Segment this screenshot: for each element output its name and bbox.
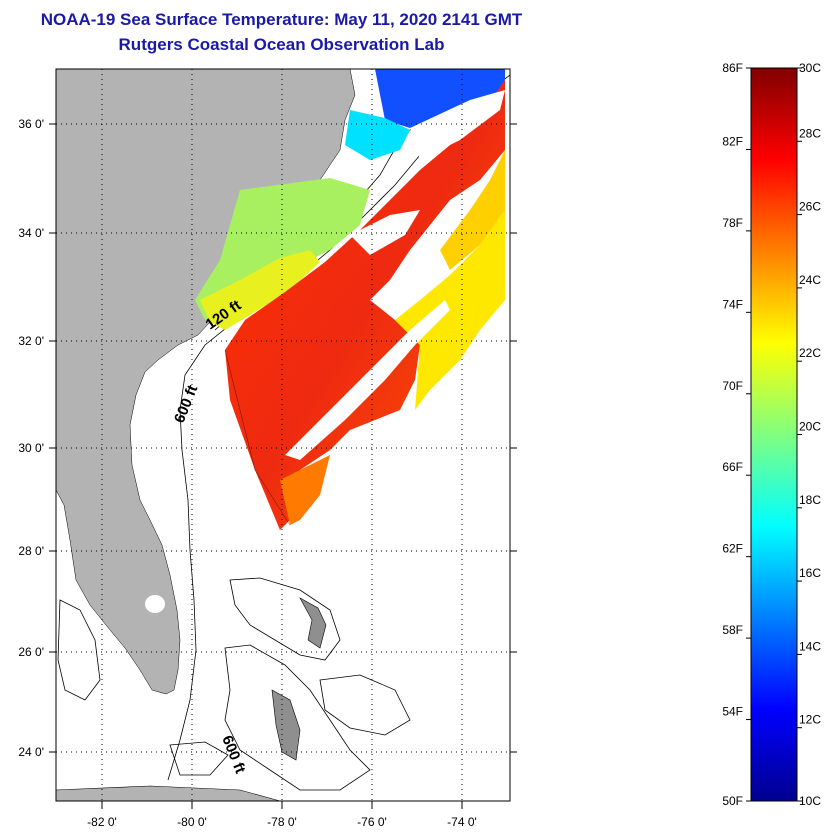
map-ticks xyxy=(49,123,517,809)
lat-tick-label: 30 0' xyxy=(18,441,44,455)
colorbar-label-fahrenheit: 62F xyxy=(722,542,743,556)
colorbar-label-celsius: 24C xyxy=(799,273,821,287)
colorbar-label-celsius: 14C xyxy=(799,639,821,653)
colorbar-label-celsius: 22C xyxy=(799,346,821,360)
bahamas-island-abaco xyxy=(299,597,327,649)
colorbar-label-celsius: 18C xyxy=(799,493,821,507)
colorbar-label-celsius: 12C xyxy=(799,713,821,727)
colorbar: 86F 82F 78F 74F 70F 66F 62F 58F 54F 50F 30C 28C 26C 2… xyxy=(722,61,821,808)
colorbar-label-fahrenheit: 82F xyxy=(722,134,743,148)
contour-600ft xyxy=(167,74,511,781)
lon-tick-label: -78 0' xyxy=(267,815,297,829)
colorbar-label-fahrenheit: 78F xyxy=(722,216,743,230)
lon-tick-label: -76 0' xyxy=(357,815,387,829)
lon-tick-label: -82 0' xyxy=(87,815,117,829)
colorbar-label-celsius: 30C xyxy=(799,61,821,75)
swath-edge xyxy=(224,349,291,526)
colorbar-bar xyxy=(750,67,798,802)
map-title: NOAA-19 Sea Surface Temperature: May 11,… xyxy=(40,10,523,29)
bahamas-island-andros xyxy=(271,689,301,761)
lat-tick-label: 34 0' xyxy=(18,226,44,240)
map-subtitle: Rutgers Coastal Ocean Observation Lab xyxy=(118,35,445,54)
colorbar-label-celsius: 10C xyxy=(799,794,821,808)
lat-tick-label: 26 0' xyxy=(18,645,44,659)
colorbar-label-fahrenheit: 86F xyxy=(722,61,743,75)
lat-tick-label: 32 0' xyxy=(18,334,44,348)
lat-tick-label: 28 0' xyxy=(18,544,44,558)
colorbar-label-celsius: 16C xyxy=(799,566,821,580)
colorbar-label-fahrenheit: 66F xyxy=(722,460,743,474)
colorbar-label-celsius: 28C xyxy=(799,126,821,140)
lat-tick-label: 36 0' xyxy=(18,117,44,131)
sst-map: 120 ft 600 ft 600 ft -82 0' -80 0' -78 0… xyxy=(18,68,517,829)
lon-tick-label: -74 0' xyxy=(447,815,477,829)
lake-okeechobee xyxy=(145,595,165,613)
colorbar-label-fahrenheit: 58F xyxy=(722,623,743,637)
colorbar-ticks xyxy=(746,67,802,802)
contour-bahamas xyxy=(57,577,411,791)
colorbar-label-fahrenheit: 54F xyxy=(722,705,743,719)
map-grid xyxy=(56,69,510,801)
colorbar-label-celsius: 26C xyxy=(799,200,821,214)
colorbar-label-fahrenheit: 50F xyxy=(722,794,743,808)
colorbar-label-fahrenheit: 70F xyxy=(722,379,743,393)
colorbar-label-celsius: 20C xyxy=(799,420,821,434)
colorbar-label-fahrenheit: 74F xyxy=(722,297,743,311)
lat-tick-label: 24 0' xyxy=(18,745,44,759)
lon-tick-label: -80 0' xyxy=(177,815,207,829)
map-frame xyxy=(55,68,511,802)
